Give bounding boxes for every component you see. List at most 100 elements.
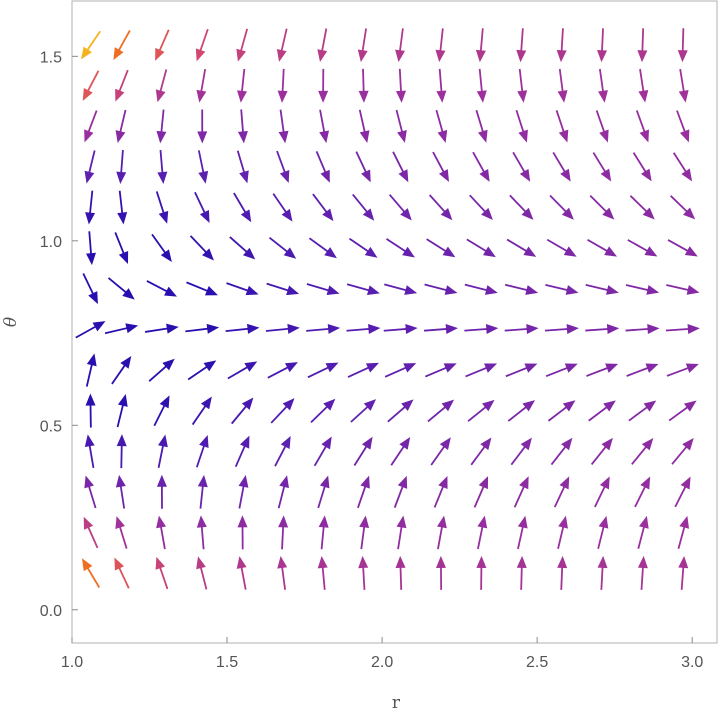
arrow-shaft: [510, 443, 528, 466]
vector-arrow: [629, 195, 655, 220]
vector-arrow: [590, 437, 613, 465]
vector-arrow: [357, 475, 370, 509]
arrow-head: [239, 170, 249, 184]
arrow-shaft: [200, 523, 205, 550]
arrow-head: [162, 358, 175, 371]
arrow-head: [284, 362, 298, 373]
vector-arrow: [470, 437, 492, 466]
vector-arrow: [111, 355, 132, 385]
arrow-head: [155, 47, 165, 61]
arrow-head: [480, 437, 492, 451]
arrow-shaft: [87, 150, 96, 176]
vector-arrow: [157, 434, 168, 468]
vector-arrow: [315, 151, 330, 183]
vector-arrow: [671, 438, 694, 465]
arrow-shaft: [191, 402, 209, 426]
arrow-head: [397, 475, 408, 489]
x-axis-label: r: [392, 693, 401, 713]
vector-arrow: [549, 194, 574, 220]
arrow-shaft: [346, 327, 373, 332]
arrow-head: [637, 50, 648, 63]
vector-arrow: [116, 434, 127, 469]
vector-arrow: [197, 109, 208, 144]
arrow-shaft: [387, 403, 409, 423]
vector-arrow: [670, 195, 696, 220]
vector-arrow: [625, 284, 660, 295]
vector-arrow: [556, 28, 567, 63]
arrow-head: [236, 48, 247, 62]
arrow-head: [476, 555, 487, 568]
arrow-head: [277, 90, 288, 103]
arrow-shaft: [595, 110, 607, 136]
arrow-head: [357, 49, 368, 63]
arrow-shaft: [470, 443, 488, 466]
arrow-head: [325, 362, 339, 373]
x-tick-label: 1.0: [61, 654, 83, 671]
arrow-head: [605, 363, 619, 373]
arrow-shaft: [116, 401, 125, 428]
arrow-shaft: [475, 109, 485, 136]
arrow-shaft: [598, 68, 605, 95]
arrow-head: [363, 399, 377, 411]
arrow-head: [279, 170, 290, 183]
vector-arrow: [464, 324, 499, 334]
arrow-shaft: [226, 282, 252, 293]
arrow-head: [362, 208, 375, 221]
vector-arrow: [229, 236, 256, 260]
arrow-head: [84, 170, 95, 184]
vector-arrow: [589, 194, 615, 220]
arrow-head: [485, 324, 499, 334]
arrow-shaft: [560, 28, 564, 55]
arrow-head: [557, 90, 568, 103]
vector-arrow: [433, 475, 448, 508]
arrow-head: [81, 558, 93, 572]
vector-arrow: [435, 109, 448, 143]
arrow-head: [282, 398, 295, 411]
arrow-shaft: [478, 68, 484, 95]
arrow-shaft: [464, 327, 491, 332]
arrow-shaft: [677, 523, 687, 549]
arrow-shaft: [86, 110, 98, 136]
vector-arrow: [156, 515, 166, 550]
vector-arrow: [552, 151, 571, 182]
arrow-shaft: [320, 28, 328, 55]
arrow-shaft: [236, 150, 246, 176]
vector-arrow: [84, 110, 98, 143]
arrow-head: [687, 324, 700, 335]
arrow-shaft: [398, 28, 404, 55]
arrow-head: [642, 207, 655, 220]
arrow-shaft: [600, 563, 604, 590]
arrow-shaft: [157, 29, 170, 54]
arrow-head: [279, 475, 289, 489]
vector-arrow: [432, 151, 450, 183]
arrow-head: [482, 399, 495, 412]
arrow-shaft: [585, 284, 612, 292]
vector-arrow: [585, 324, 620, 335]
arrow-shaft: [85, 564, 101, 588]
vector-arrow: [668, 400, 697, 422]
arrow-shaft: [118, 109, 127, 136]
vector-arrow: [156, 474, 167, 509]
arrow-shaft: [159, 523, 166, 550]
arrow-shaft: [347, 365, 373, 378]
arrow-head: [598, 515, 609, 529]
arrow-head: [441, 399, 455, 412]
arrow-shaft: [592, 152, 608, 176]
arrow-shaft: [625, 327, 652, 332]
vector-arrow: [677, 515, 690, 549]
vector-arrow: [557, 68, 568, 103]
arrow-head: [276, 49, 287, 62]
vector-arrow: [627, 239, 658, 257]
arrow-shaft: [585, 327, 612, 332]
y-axis: 0.0 0.5 1.0 1.5: [40, 49, 78, 620]
arrow-head: [683, 207, 696, 220]
arrow-head: [156, 515, 166, 529]
vector-arrow: [86, 231, 96, 266]
arrow-head: [403, 363, 417, 373]
arrow-head: [84, 129, 94, 143]
vector-arrow: [396, 515, 407, 550]
arrow-shaft: [233, 192, 248, 216]
arrow-head: [242, 247, 256, 260]
vector-arrow: [225, 323, 260, 334]
arrow-head: [244, 361, 258, 372]
